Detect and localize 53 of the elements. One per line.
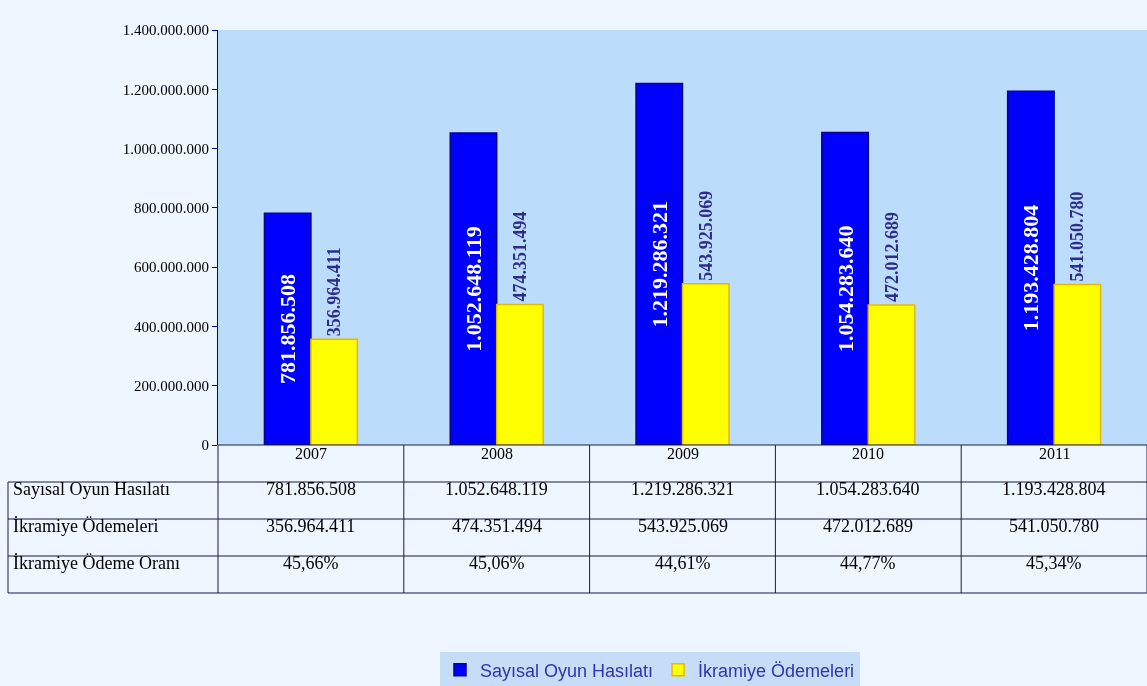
y-tick-label: 800.000.000 [134,200,209,217]
data-label: 472.012.689 [823,516,913,536]
x-tick-label: 2007 [295,445,327,462]
y-tick-label: 200.000.000 [134,377,209,394]
legend-label: Sayısal Oyun Hasılatı [480,660,654,681]
text: Sayısal Oyun Hasılatı [13,479,170,499]
data-label: 1.219.286.321 [631,479,735,499]
y-tick-label: 0 [201,437,209,454]
bar [310,338,359,445]
y-tick-label: 1.200.000.000 [122,81,209,98]
data-label: 543.925.069 [638,516,728,536]
y-tick-label: 1.400.000.000 [122,22,209,39]
data-label: 474.351.494 [452,516,542,536]
data-label: 1.193.428.804 [1002,479,1106,499]
data-label: 1.052.648.119 [445,479,548,499]
data-label: 1.054.283.640 [816,479,920,499]
bar [635,82,684,445]
x-tick-label: 2009 [667,445,699,462]
text: 781.856.508 [275,274,301,385]
bar [681,283,730,445]
text: 45,66% [283,553,339,573]
y-tick-label: 1.000.000.000 [122,140,209,157]
legend-label: İkramiye Ödemeleri [698,660,855,681]
x-tick-label: 2011 [1039,445,1071,462]
bar [1006,90,1055,445]
text: 356.964.411 [324,247,345,337]
text: 1.054.283.640 [832,225,858,352]
text: 44,61% [655,553,711,573]
text: 44,77% [840,553,896,573]
text: 1.193.428.804 [1018,204,1044,332]
y-tick-label: 400.000.000 [134,318,209,335]
text: İkramiye Ödeme Oranı [13,553,180,573]
text: 45,06% [469,553,525,573]
data-label: 781.856.508 [266,479,356,499]
bar [495,303,544,445]
x-tick-label: 2008 [481,445,513,462]
x-tick-label: 2010 [852,445,884,462]
bar [263,212,312,445]
y-tick-label: 600.000.000 [134,259,209,276]
bar [867,304,916,445]
bar [821,131,870,445]
text: 541.050.780 [1067,191,1088,282]
text: 1.219.286.321 [646,201,672,328]
text: 472.012.689 [881,212,902,303]
text: 543.925.069 [695,190,716,281]
text: 1.052.648.119 [460,226,486,352]
bar [1053,283,1102,445]
bar [449,132,498,445]
text: 474.351.494 [509,211,530,302]
data-label: 356.964.411 [266,516,356,536]
text: 45,34% [1026,553,1082,573]
text: İkramiye Ödemeleri [13,516,159,536]
data-label: 541.050.780 [1009,516,1099,536]
